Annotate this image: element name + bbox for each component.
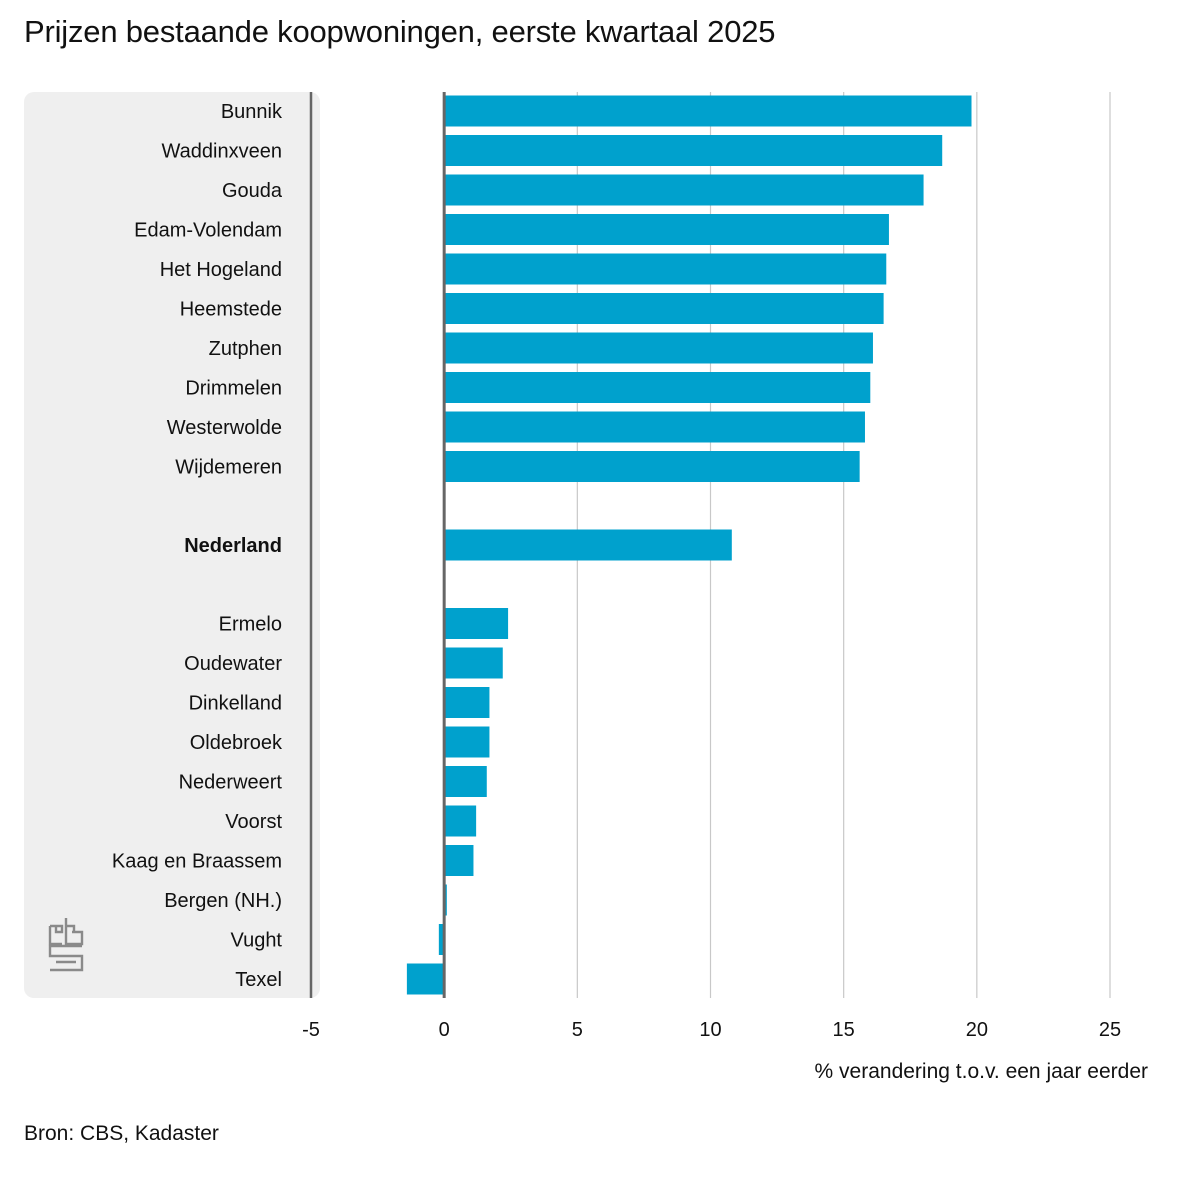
x-tick-label: 5 bbox=[572, 1019, 583, 1041]
category-label: Bunnik bbox=[221, 101, 283, 123]
category-label: Dinkelland bbox=[189, 693, 282, 715]
x-tick-label: 15 bbox=[833, 1019, 855, 1041]
chart-title: Prijzen bestaande koopwoningen, eerste k… bbox=[24, 14, 776, 49]
category-label: Voorst bbox=[225, 811, 282, 833]
category-label: Wijdemeren bbox=[175, 457, 282, 479]
category-label: Kaag en Braassem bbox=[112, 851, 282, 873]
bar-zutphen bbox=[444, 332, 873, 364]
bar-oudewater bbox=[444, 647, 503, 679]
category-label: Edam-Volendam bbox=[134, 220, 282, 242]
x-tick-label: -5 bbox=[302, 1019, 320, 1041]
category-labels: Bunnik Waddinxveen Gouda Edam-Volendam Het H… bbox=[112, 101, 283, 991]
category-label: Nederweert bbox=[179, 772, 283, 794]
bar-waddinxveen bbox=[444, 135, 943, 166]
bar-oldebroek bbox=[444, 726, 490, 758]
category-label: Oudewater bbox=[184, 653, 282, 675]
bars bbox=[406, 95, 972, 995]
bar-vught bbox=[438, 924, 445, 955]
x-axis-label: % verandering t.o.v. een jaar eerder bbox=[815, 1060, 1148, 1083]
category-label: Bergen (NH.) bbox=[164, 890, 282, 912]
x-tick-label: 0 bbox=[439, 1019, 450, 1041]
bar-heemstede bbox=[444, 293, 884, 324]
bar-bunnik bbox=[444, 95, 972, 127]
bar-wijdemeren bbox=[444, 451, 860, 482]
category-label: Heemstede bbox=[180, 299, 282, 321]
cbs-logo-icon bbox=[48, 918, 84, 972]
x-tick-label: 10 bbox=[699, 1019, 721, 1041]
bar-ermelo bbox=[444, 608, 509, 639]
category-label: Ermelo bbox=[219, 614, 282, 636]
bar-texel bbox=[406, 963, 445, 995]
category-label: Nederland bbox=[184, 535, 282, 557]
bar-dinkelland bbox=[444, 687, 490, 718]
category-label: Zutphen bbox=[209, 338, 282, 360]
bar-chart: Bunnik Waddinxveen Gouda Edam-Volendam Het H… bbox=[24, 92, 1148, 1083]
bar-nederland bbox=[444, 529, 732, 561]
category-label: Texel bbox=[235, 969, 282, 991]
category-label: Vught bbox=[230, 930, 282, 952]
bar-westerwolde bbox=[444, 411, 865, 443]
x-tick-label: 20 bbox=[966, 1019, 988, 1041]
source-note: Bron: CBS, Kadaster bbox=[24, 1122, 219, 1145]
category-label: Het Hogeland bbox=[160, 259, 282, 281]
category-label: Gouda bbox=[222, 180, 283, 202]
bar-edam-volendam bbox=[444, 214, 889, 245]
label-panel bbox=[24, 92, 320, 998]
category-label: Drimmelen bbox=[185, 378, 282, 400]
bar-kaag-en-braassem bbox=[444, 845, 474, 876]
bar-drimmelen bbox=[444, 372, 871, 403]
category-label: Waddinxveen bbox=[162, 141, 282, 163]
bar-nederweert bbox=[444, 766, 487, 797]
bar-voorst bbox=[444, 805, 477, 837]
x-tick-labels: -5 0 5 10 15 20 25 bbox=[302, 1019, 1121, 1041]
category-label: Westerwolde bbox=[167, 417, 282, 439]
bar-gouda bbox=[444, 174, 924, 206]
x-tick-label: 25 bbox=[1099, 1019, 1121, 1041]
bar-het-hogeland bbox=[444, 253, 887, 285]
category-label: Oldebroek bbox=[190, 732, 283, 754]
